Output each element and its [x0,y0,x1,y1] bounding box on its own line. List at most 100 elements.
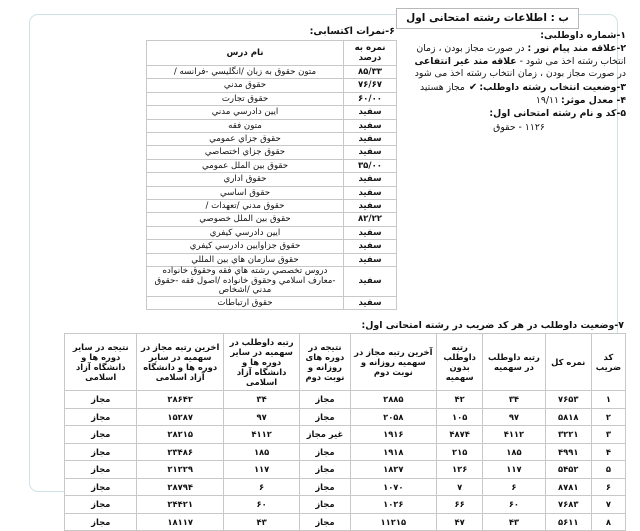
ranking-cell: ۱ [590,390,627,409]
ranking-cell: ۴۱۱۲ [482,425,546,444]
grades-cell-course: حقوق جزاي اختصاصي [146,145,344,160]
ranking-section: ۷-وضعیت داوطلب در هر کد ضریب در رشته امت… [63,320,627,531]
ranking-cell: ۱۰۵ [436,407,484,426]
ranking-row: ۸ ۵۶۱۱ ۴۳ ۴۷ ۱۱۲۱۵ مجاز ۴۳ ۱۸۱۱۷ مجاز [63,512,627,531]
ranking-cell: غیر مجاز [299,425,351,444]
grades-cell-course: حقوق جزاوايين دادرسي كيفري [146,239,344,254]
ranking-cell: ۴۲ [436,390,484,409]
ranking-cell: ۷ [436,477,484,496]
ranking-cell: مجاز [299,442,351,461]
ranking-cell: ۲۸۲۱۵ [136,425,224,444]
ranking-col-1: نمره کل [544,333,592,391]
grades-row: سفيد حقوق مدني /تعهدات / [146,199,397,214]
ranking-cell: مجاز [63,512,138,531]
grades-cell-score: سفيد [343,252,397,268]
grades-cell-course: حقوق تجارت [146,91,344,107]
ranking-cell: ۳۲۲۱ [544,425,592,444]
ranking-cell: ۹۷ [222,407,301,426]
ranking-cell: ۴۸۷۴ [436,425,484,444]
info-label-selection-status: ۳-وضعیت انتخاب رشته داوطلب: [479,81,626,93]
grades-heading: ۶-نمرات اکتسابی: [309,26,395,37]
grades-cell-score: سفيد [343,185,397,201]
grades-cell-score: سفيد [343,105,397,120]
ranking-row: ۱ ۷۶۵۳ ۳۴ ۴۲ ۲۸۸۵ مجاز ۳۴ ۲۸۶۴۲ مجاز [63,390,627,409]
grades-row: سفيد حقوق ارتباطات [146,295,397,311]
info-label-gheyre-entefaei: علاقه مند غیر انتفاعی [414,55,517,67]
grades-cell-score: سفيد [343,266,397,297]
ranking-cell: ۲۰۵۸ [349,407,438,426]
grades-row: سفيد حقوق اداري [146,172,397,187]
info-label-registration-number: ۱-شماره داوطلبی: [540,30,626,41]
candidate-info-panel: ۱-شماره داوطلبی: ۲-علاقه مند پیام نور : … [412,30,627,134]
ranking-cell: ۱۰۲۶ [349,495,438,514]
grades-cell-score: سفيد [343,172,397,187]
grades-col-score: نمره به درصد [343,40,397,66]
grades-cell-course: حقوق بين الملل عمومي [146,158,344,174]
ranking-col-4: آخرین رتبه مجاز در سهمیه روزانه و نوبت د… [349,333,438,391]
ranking-cell: ۷۶۵۳ [544,390,592,409]
ranking-cell: ۴۹۹۱ [544,442,592,461]
ranking-row: ۲ ۵۸۱۸ ۹۷ ۱۰۵ ۲۰۵۸ مجاز ۹۷ ۱۵۲۸۷ مجاز [63,407,627,426]
ranking-col-5: نتیجه در دوره های روزانه و نوبت دوم [299,333,351,391]
grades-row: سفيد حقوق جزاي عمومي [146,132,397,147]
grades-row: سفيد متون فقه [146,118,397,134]
ranking-row: ۷ ۷۶۸۳ ۶۰ ۶۶ ۱۰۲۶ مجاز ۶۰ ۲۴۴۲۱ مجاز [63,495,627,514]
ranking-cell: مجاز [299,495,351,514]
info-label-effective-gpa: ۴- معدل موثر: [560,95,626,107]
ranking-cell: ۸۷۸۱ [544,477,592,496]
grades-cell-score: ۶۰/۰۰ [343,91,397,107]
ranking-cell: ۱۱۲۱۵ [349,512,438,531]
ranking-cell: ۲۱۵ [436,442,484,461]
grades-cell-score: ۷۶/۶۷ [343,78,397,93]
grades-header-row: نمره به درصد نام درس [146,40,397,66]
grades-row: سفيد حقوق جزاي اختصاصي [146,145,397,160]
grades-cell-course: حقوق جزاي عمومي [146,132,344,147]
ranking-cell: ۲ [590,407,627,426]
grades-row: سفيد حقوق اساسي [146,185,397,201]
ranking-cell: ۲۴۴۲۱ [136,495,224,514]
grades-row: سفيد ايين دادرسي كيفري [146,225,397,241]
grades-col-course: نام درس [146,40,344,66]
ranking-cell: مجاز [63,407,138,426]
ranking-cell: ۶۶ [436,495,484,514]
info-value-field-code: ۱۱۲۶ - حقوق [493,121,545,133]
ranking-cell: ۲۱۲۲۹ [136,460,224,479]
ranking-cell: ۹۷ [482,407,546,426]
grades-row: ۸۵/۳۳ متون حقوق به زبان /انگليسي -فرانسه … [146,64,397,80]
ranking-row: ۳ ۳۲۲۱ ۴۱۱۲ ۴۸۷۴ ۱۹۱۶ غیر مجاز ۴۱۱۲ ۲۸۲۱۵ مجاز [63,425,627,444]
grades-cell-course: حقوق بين الملل خصوصي [146,212,344,227]
ranking-cell: ۴۳ [482,512,546,531]
grades-cell-course: ايين دادرسي مدني [146,105,344,120]
ranking-cell: ۴۱۱۲ [222,425,301,444]
grades-body: ۸۵/۳۳ متون حقوق به زبان /انگليسي -فرانسه … [146,64,397,311]
ranking-cell: ۸ [590,512,627,531]
ranking-cell: ۱۸۵ [222,442,301,461]
ranking-col-6: رتبه داوطلب در سهمیه در سایر دوره ها و د… [222,333,301,391]
ranking-cell: مجاز [63,425,138,444]
ranking-cell: ۶ [482,477,546,496]
grades-row: سفيد حقوق سازمان هاي بين المللي [146,252,397,268]
ranking-cell: مجاز [63,477,138,496]
ranking-cell: ۵۴۵۲ [544,460,592,479]
ranking-cell: مجاز [299,407,351,426]
grades-section: ۶-نمرات اکتسابی: نمره به درصد نام درس ۸۵… [146,26,397,311]
ranking-cell: مجاز [299,477,351,496]
grades-cell-course: حقوق سازمان هاي بين المللي [146,252,344,268]
info-item-selection-status: ۳-وضعیت انتخاب رشته داوطلب:✔مجاز هستید [412,82,626,94]
grades-row: ۸۲/۲۲ حقوق بين الملل خصوصي [146,212,397,227]
ranking-cell: ۵ [590,460,627,479]
grades-row: سفيد حقوق جزاوايين دادرسي كيفري [146,239,397,254]
ranking-cell: ۱۱۷ [222,460,301,479]
ranking-cell: ۲۳۴۸۶ [136,442,224,461]
ranking-row: ۵ ۵۴۵۲ ۱۱۷ ۱۲۶ ۱۸۲۷ مجاز ۱۱۷ ۲۱۲۲۹ مجاز [63,460,627,479]
ranking-row: ۴ ۴۹۹۱ ۱۸۵ ۲۱۵ ۱۹۱۸ مجاز ۱۸۵ ۲۳۴۸۶ مجاز [63,442,627,461]
ranking-col-2: رتبه داوطلب در سهمیه [482,333,546,391]
document-page: ب : اطلاعات رشته امتحانی اول ۱-شماره داو… [29,8,627,531]
ranking-cell: ۴ [590,442,627,461]
ranking-cell: مجاز [299,512,351,531]
ranking-cell: ۶ [590,477,627,496]
ranking-cell: ۳ [590,425,627,444]
ranking-cell: ۱۰۷۰ [349,477,438,496]
ranking-cell: ۵۶۱۱ [544,512,592,531]
grades-cell-score: سفيد [343,199,397,214]
